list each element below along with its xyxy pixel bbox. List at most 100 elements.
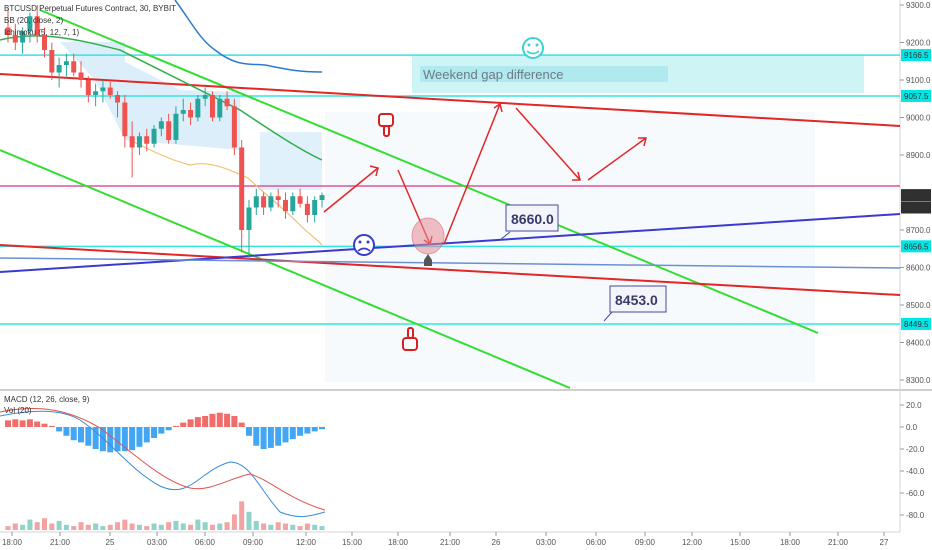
macd-bar xyxy=(231,416,238,427)
signal-line xyxy=(0,408,326,511)
arrow-head xyxy=(638,137,647,147)
macd-bar xyxy=(92,427,99,449)
price-tag xyxy=(901,89,931,102)
time-tick-label: 12:00 xyxy=(682,538,703,547)
candle-body xyxy=(63,61,69,65)
reversal-circle xyxy=(411,217,445,255)
time-tick-label: 18:00 xyxy=(2,538,23,547)
candle-body xyxy=(166,121,172,140)
candle-body xyxy=(122,102,128,137)
volume-bar xyxy=(275,522,281,530)
volume-bar xyxy=(78,522,84,530)
volume-bar xyxy=(312,524,318,530)
time-tick-label: 21:00 xyxy=(440,538,461,547)
macd-axis: 20.0 0.0 -20.0 -40.0 -60.0 -80.0 xyxy=(900,401,925,520)
candlestick-series xyxy=(5,5,325,260)
candle-body xyxy=(93,91,99,95)
volume-bar xyxy=(231,514,237,530)
volume-bar xyxy=(129,523,135,530)
time-tick-label: 06:00 xyxy=(195,538,216,547)
candle-body xyxy=(209,95,215,118)
candle-body xyxy=(239,147,245,230)
volume-bar xyxy=(166,522,172,530)
macd-bar xyxy=(319,427,325,430)
arrow-path xyxy=(443,103,501,245)
macd-bar xyxy=(209,413,216,427)
macd-tick-label: -20.0 xyxy=(906,445,925,454)
candle-body xyxy=(144,136,150,144)
price-tag-label: 8793.0 xyxy=(904,191,929,200)
candle-body xyxy=(268,196,274,208)
arrow-path xyxy=(587,137,647,181)
macd-bar xyxy=(180,422,187,427)
time-tick-label: 09:00 xyxy=(243,538,264,547)
candle-body xyxy=(129,136,135,148)
volume-bar xyxy=(188,524,194,530)
volume-bar xyxy=(144,526,150,530)
candle-body xyxy=(195,98,201,118)
price-tag xyxy=(901,240,931,253)
price-tick-label: 8700.0 xyxy=(906,226,931,235)
macd-tick-label: 20.0 xyxy=(906,401,922,410)
price-tag-label: 8449.5 xyxy=(904,320,929,329)
volume-bar xyxy=(246,511,252,530)
reversal-marker xyxy=(424,254,432,266)
green-channel-lower xyxy=(0,149,571,389)
volume-bar xyxy=(268,524,274,530)
volume-bar xyxy=(85,524,91,530)
volume-bar xyxy=(151,523,157,530)
volume-bar xyxy=(209,524,215,530)
time-tick-label: 06:00 xyxy=(586,538,607,547)
bb-legend: BB (20, close, 2) xyxy=(4,16,63,25)
volume-bar xyxy=(107,524,113,530)
macd-bar xyxy=(267,427,274,448)
volume-bar xyxy=(100,526,106,530)
macd-bar xyxy=(282,427,289,443)
green-channel-upper xyxy=(39,9,819,334)
volume-bar xyxy=(20,524,26,530)
price-tag xyxy=(901,49,931,62)
time-tick-label: 27 xyxy=(880,538,889,547)
macd-bar xyxy=(114,427,121,452)
candle-body xyxy=(34,16,40,35)
volume-bar xyxy=(224,522,230,530)
candle-body xyxy=(173,113,179,140)
time-tick-label: 09:00 xyxy=(635,538,656,547)
macd-tick-label: -80.0 xyxy=(906,511,925,520)
callout-8453-text: 8453.0 xyxy=(615,292,658,308)
candle-body xyxy=(158,121,164,129)
volume-bar xyxy=(115,522,121,530)
happy-face-icon xyxy=(522,37,544,59)
candle-body xyxy=(151,128,157,144)
volume-bar xyxy=(27,519,33,530)
volume-bar xyxy=(202,522,208,530)
candle-body xyxy=(180,110,186,114)
macd-bar xyxy=(129,427,136,451)
weekend-gap-label-bg xyxy=(420,66,668,82)
volume-bar xyxy=(49,523,55,530)
bb-lower xyxy=(129,139,323,246)
volume-bar xyxy=(217,523,223,530)
volume-bar xyxy=(290,524,296,530)
volume-bar xyxy=(195,519,201,530)
price-tick-label: 9000.0 xyxy=(906,114,931,123)
volume-bar xyxy=(56,520,62,530)
candle-body xyxy=(246,207,252,230)
volume-bar xyxy=(42,518,48,530)
ichimoku-cloud-2 xyxy=(260,132,322,190)
macd-bar xyxy=(165,427,172,431)
candle-body xyxy=(20,31,26,43)
macd-bar xyxy=(63,427,70,436)
macd-bar xyxy=(107,427,114,453)
volume-bar xyxy=(173,520,179,530)
macd-bar xyxy=(143,427,150,443)
macd-bar xyxy=(158,427,165,434)
price-tag xyxy=(901,317,931,330)
macd-bar xyxy=(70,427,77,441)
time-tick-label: 21:00 xyxy=(50,538,71,547)
volume-bar xyxy=(122,519,128,530)
macd-bar xyxy=(136,427,143,447)
volume-bar xyxy=(304,523,310,530)
candle-body xyxy=(78,72,84,80)
